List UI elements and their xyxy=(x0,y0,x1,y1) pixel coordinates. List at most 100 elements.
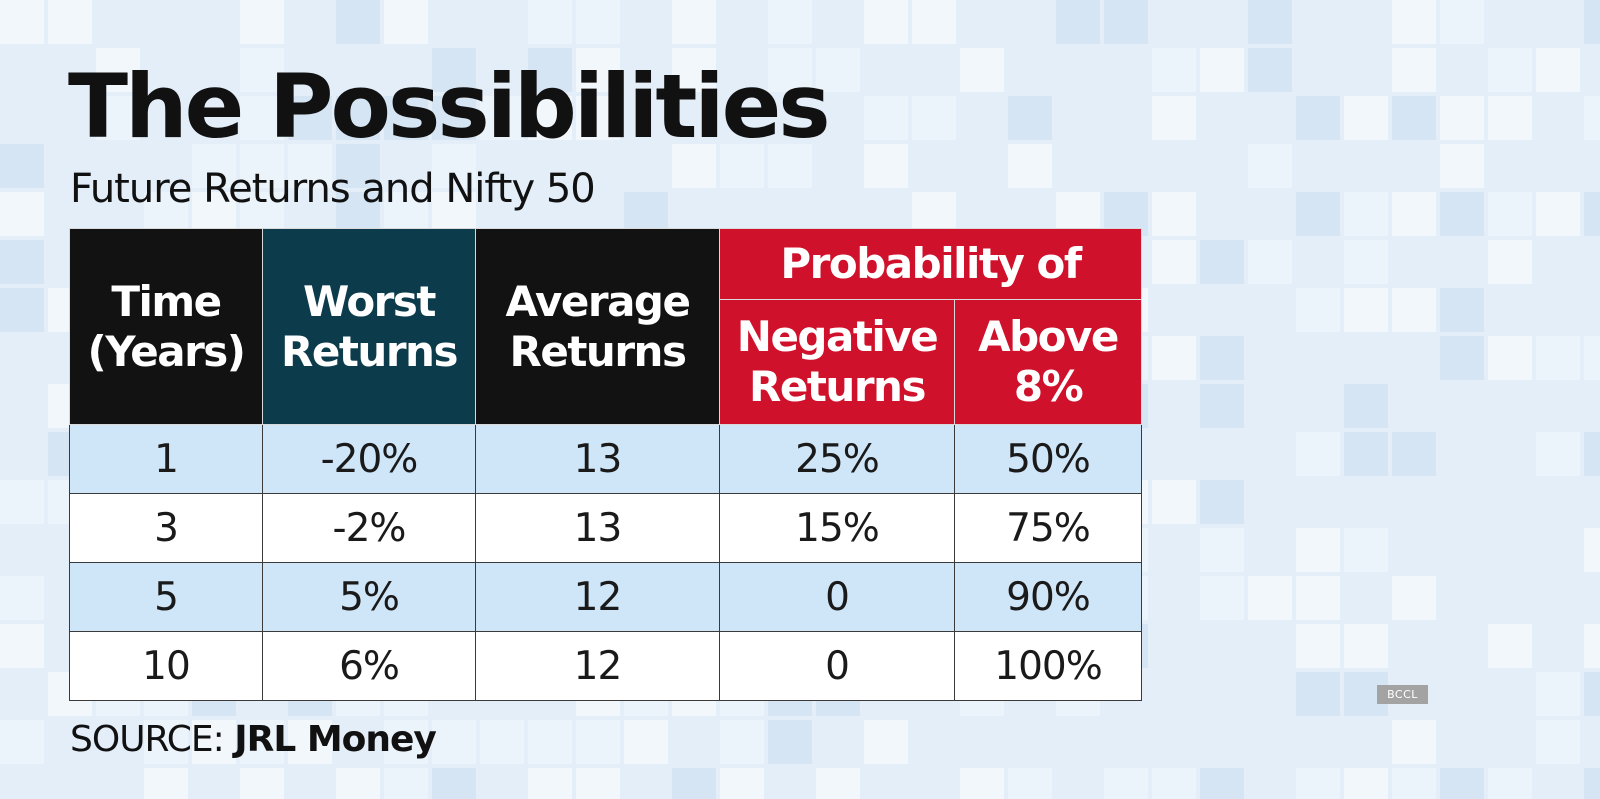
background-tile xyxy=(1152,96,1196,140)
background-tile xyxy=(1008,96,1052,140)
background-tile xyxy=(336,768,380,799)
background-tile xyxy=(288,144,332,188)
background-tile xyxy=(1248,48,1292,92)
chart-title: The Possibilities xyxy=(68,55,831,158)
header-above-8: Above 8% xyxy=(954,299,1142,425)
background-tile xyxy=(1488,96,1532,140)
background-tile xyxy=(0,192,44,236)
cell-time-years: 3 xyxy=(69,493,263,563)
background-tile xyxy=(1344,624,1388,668)
background-tile xyxy=(432,768,476,799)
background-tile xyxy=(1152,192,1196,236)
background-tile xyxy=(1536,432,1580,476)
background-tile xyxy=(1392,720,1436,764)
background-tile xyxy=(912,96,956,140)
background-tile xyxy=(1392,192,1436,236)
table-row: 3 -2% 13 15% 75% xyxy=(69,493,1142,563)
background-tile xyxy=(672,0,716,44)
background-tile xyxy=(528,48,572,92)
background-tile xyxy=(240,144,284,188)
background-tile xyxy=(96,48,140,92)
background-tile xyxy=(240,720,284,764)
source-label: SOURCE: xyxy=(70,719,225,760)
background-tile xyxy=(528,720,572,764)
background-tile xyxy=(768,48,812,92)
background-tile xyxy=(1392,768,1436,799)
cell-above-8: 75% xyxy=(954,493,1142,563)
background-tile xyxy=(1344,96,1388,140)
background-tile xyxy=(1152,480,1196,524)
background-tile xyxy=(528,768,572,799)
background-tile xyxy=(528,96,572,140)
cell-time-years: 5 xyxy=(69,562,263,632)
background-tile xyxy=(384,96,428,140)
background-tile xyxy=(768,720,812,764)
background-tile xyxy=(672,144,716,188)
cell-time-years: 1 xyxy=(69,424,263,494)
background-tile xyxy=(576,768,620,799)
background-tile xyxy=(576,48,620,92)
background-tile xyxy=(336,0,380,44)
background-tile xyxy=(1344,192,1388,236)
background-tile xyxy=(1440,0,1484,44)
header-negative-returns: Negative Returns xyxy=(719,299,955,425)
background-tile xyxy=(1488,192,1532,236)
background-tile xyxy=(1584,432,1600,476)
background-tile xyxy=(432,48,476,92)
background-tile xyxy=(0,480,44,524)
background-tile xyxy=(1200,480,1244,524)
background-tile xyxy=(1296,624,1340,668)
background-tile xyxy=(432,720,476,764)
background-tile xyxy=(1536,192,1580,236)
chart-subtitle: Future Returns and Nifty 50 xyxy=(70,166,596,212)
table-row: 5 5% 12 0 90% xyxy=(69,562,1142,632)
cell-negative-returns: 0 xyxy=(719,562,955,632)
background-tile xyxy=(1488,240,1532,284)
background-tile xyxy=(1200,384,1244,428)
table-body: 1 -20% 13 25% 50% 3 -2% 13 15% 75% 5 5% 12 0 90% 10 6% 12… xyxy=(69,424,1142,701)
cell-worst-returns: 5% xyxy=(262,562,476,632)
background-tile xyxy=(336,96,380,140)
background-tile xyxy=(288,720,332,764)
background-tile xyxy=(720,720,764,764)
background-tile xyxy=(1248,0,1292,44)
background-tile xyxy=(240,48,284,92)
background-tile xyxy=(1440,192,1484,236)
background-tile xyxy=(0,624,44,668)
background-tile xyxy=(1248,576,1292,620)
background-tile xyxy=(672,768,716,799)
background-tile xyxy=(576,96,620,140)
background-tile xyxy=(1392,288,1436,332)
background-tile xyxy=(240,768,284,799)
header-average-returns: Average Returns xyxy=(475,228,720,425)
background-tile xyxy=(816,48,860,92)
background-tile xyxy=(240,0,284,44)
background-tile xyxy=(1200,336,1244,380)
background-tile xyxy=(864,0,908,44)
background-tile xyxy=(480,96,524,140)
returns-table: Time (Years) Worst Returns Average Retur… xyxy=(69,228,1142,701)
background-tile xyxy=(1584,192,1600,236)
background-tile xyxy=(576,720,620,764)
background-tile xyxy=(384,768,428,799)
background-tile xyxy=(912,0,956,44)
background-tile xyxy=(1392,0,1436,44)
background-tile xyxy=(1296,576,1340,620)
background-tile xyxy=(336,144,380,188)
background-tile xyxy=(0,576,44,620)
background-tile xyxy=(768,144,812,188)
background-tile xyxy=(816,768,860,799)
background-tile xyxy=(960,48,1004,92)
background-tile xyxy=(1488,768,1532,799)
background-tile xyxy=(1488,624,1532,668)
cell-time-years: 10 xyxy=(69,631,263,701)
background-tile xyxy=(48,0,92,44)
background-tile xyxy=(384,0,428,44)
background-tile xyxy=(1536,672,1580,716)
cell-average-returns: 12 xyxy=(475,562,720,632)
background-tile xyxy=(1200,768,1244,799)
background-tile xyxy=(0,240,44,284)
background-tile xyxy=(1584,336,1600,380)
background-tile xyxy=(528,0,572,44)
background-tile xyxy=(144,720,188,764)
